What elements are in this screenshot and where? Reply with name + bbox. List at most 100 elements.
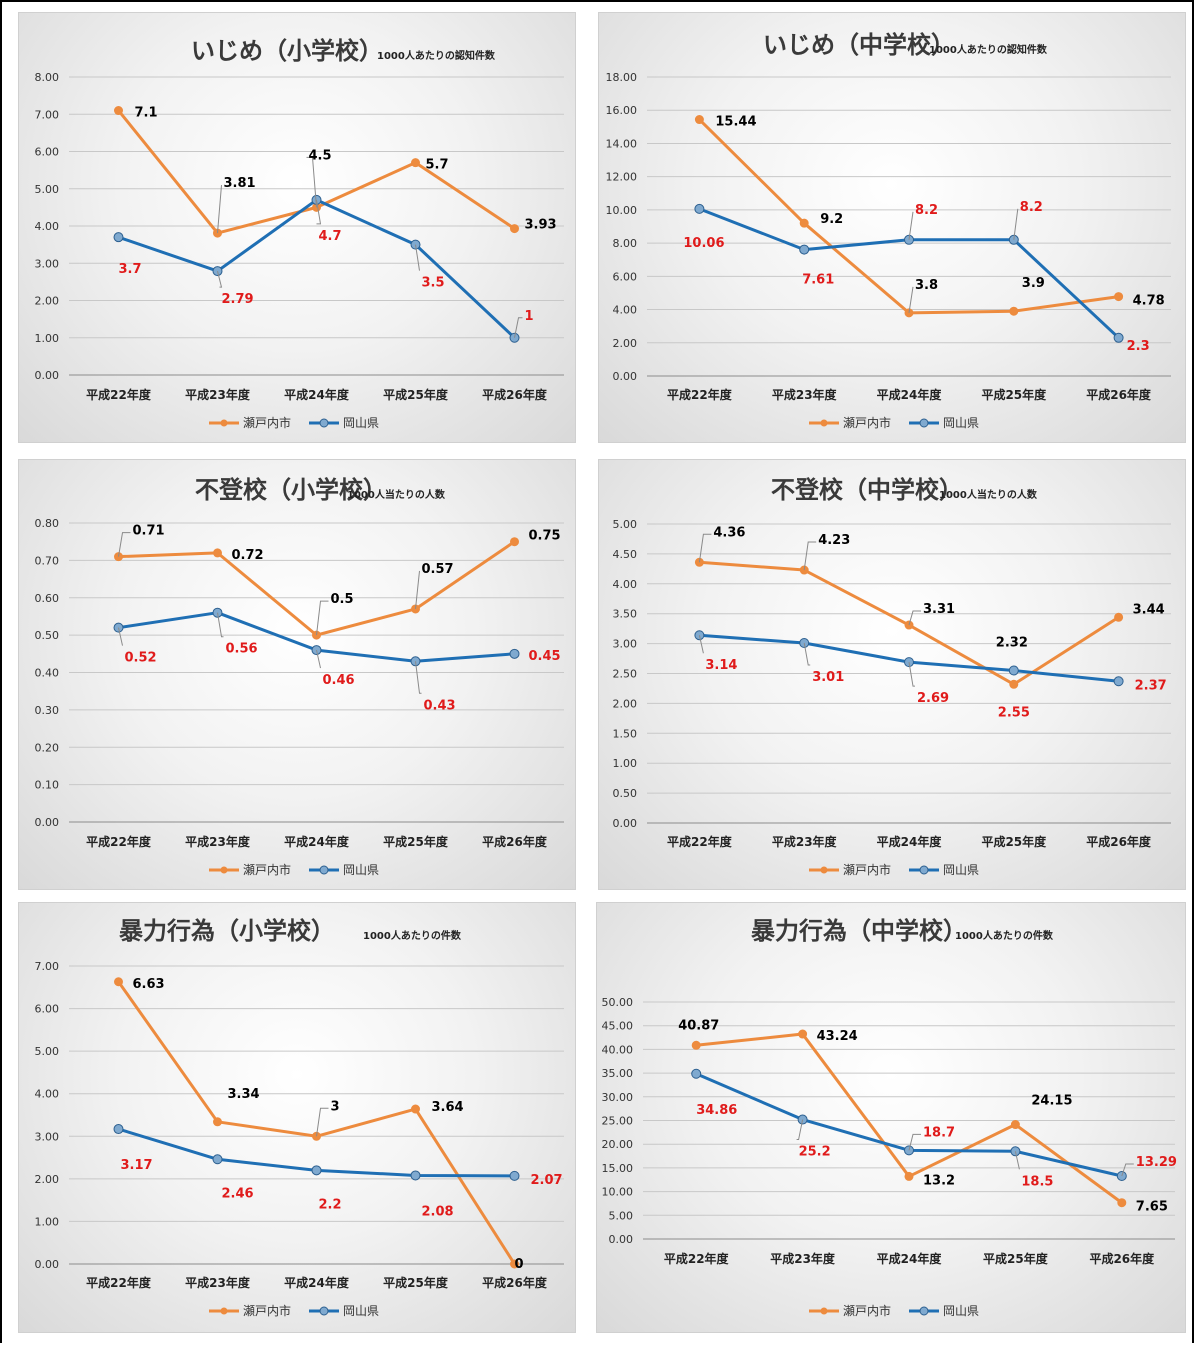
data-point-seto [1114, 292, 1124, 302]
legend-label-seto: 瀬戸内市 [843, 862, 891, 877]
y-tick-label: 3.00 [35, 1130, 60, 1143]
data-label-leader [908, 286, 914, 313]
data-point-seto [1009, 306, 1019, 316]
x-category-label: 平成26年度 [482, 387, 548, 402]
data-label-okayama: 2.07 [531, 1173, 563, 1188]
legend-label-seto: 瀬戸内市 [243, 1303, 291, 1318]
data-point-seto [213, 1117, 222, 1127]
data-label-okayama: 25.2 [799, 1145, 831, 1160]
series-line-okayama [118, 198, 516, 339]
data-label-seto: 3 [331, 1099, 340, 1114]
data-label-okayama: 10.06 [683, 236, 724, 251]
data-point-seto [114, 552, 123, 562]
data-label-okayama: 1 [525, 309, 534, 324]
legend-label-okayama: 岡山県 [343, 416, 379, 430]
data-label-okayama: 3.17 [121, 1158, 153, 1173]
data-label-okayama: 0.45 [529, 649, 561, 664]
x-category-label: 平成26年度 [482, 1275, 548, 1290]
data-label-seto: 13.2 [923, 1173, 955, 1188]
y-tick-label: 5.00 [609, 1209, 634, 1222]
data-point-okayama [410, 656, 421, 667]
y-tick-label: 1.00 [35, 1215, 60, 1228]
legend-marker-okayama [919, 865, 929, 875]
data-label-leader [908, 610, 921, 626]
x-category-label: 平成24年度 [284, 387, 350, 402]
series-line-seto [117, 109, 516, 235]
x-category-label: 平成22年度 [664, 1251, 730, 1266]
y-tick-label: 3.00 [35, 257, 60, 270]
data-point-seto [411, 158, 420, 168]
data-label-okayama: 0.46 [323, 673, 355, 688]
x-category-label: 平成22年度 [667, 834, 733, 849]
data-point-seto [114, 106, 123, 116]
data-label-seto: 0.5 [331, 592, 354, 607]
data-point-seto [798, 1029, 808, 1039]
legend-marker-seto [820, 419, 828, 427]
legend-label-okayama: 岡山県 [943, 863, 979, 877]
data-label-okayama: 2.69 [917, 691, 949, 706]
x-category-label: 平成25年度 [983, 1251, 1049, 1266]
data-label-leader [908, 662, 915, 687]
data-label-okayama: 2.3 [1127, 339, 1150, 354]
x-category-label: 平成23年度 [185, 1275, 251, 1290]
data-label-leader [316, 649, 321, 669]
y-tick-label: 0.10 [35, 779, 60, 792]
legend-marker-seto [820, 866, 828, 874]
data-label-okayama: 3.14 [705, 658, 737, 673]
data-label-okayama: 13.29 [1136, 1155, 1177, 1170]
x-category-label: 平成24年度 [877, 387, 943, 402]
data-label-seto: 0.75 [529, 529, 561, 544]
x-category-label: 平成25年度 [383, 387, 449, 402]
data-point-seto [1009, 679, 1019, 689]
data-point-seto [510, 224, 519, 234]
data-label-seto: 3.9 [1022, 276, 1045, 291]
y-tick-label: 20.00 [602, 1138, 634, 1151]
y-tick-label: 40.00 [602, 1043, 634, 1056]
data-label-leader [698, 533, 712, 563]
y-tick-label: 14.00 [606, 137, 638, 150]
data-label-seto: 7.65 [1136, 1200, 1168, 1215]
legend-marker-okayama [919, 1306, 929, 1316]
x-category-label: 平成23年度 [185, 387, 251, 402]
data-point-seto [312, 1131, 321, 1141]
y-tick-label: 1.50 [613, 727, 638, 740]
y-tick-label: 0.20 [35, 741, 60, 754]
data-point-okayama [799, 244, 810, 255]
y-tick-label: 50.00 [602, 996, 634, 1009]
legend-marker-okayama [919, 418, 929, 428]
data-point-okayama [410, 1170, 421, 1181]
data-point-seto [1010, 1120, 1020, 1130]
y-tick-label: 0.50 [35, 629, 60, 642]
data-label-okayama: 0.43 [424, 698, 456, 713]
y-tick-label: 35.00 [602, 1067, 634, 1080]
legend-marker-okayama [319, 865, 329, 875]
data-label-leader [217, 612, 224, 638]
data-label-leader [1121, 1163, 1134, 1177]
chart-futoko-elementary: 不登校（小学校）1000人当たりの人数 0.00 0.10 0.20 0.30 0.40 0… [35, 476, 564, 877]
chart-subtitle: 1000人あたりの認知件数 [929, 43, 1048, 56]
y-tick-label: 4.00 [613, 578, 638, 591]
y-tick-label: 1.00 [613, 757, 638, 770]
x-category-label: 平成24年度 [877, 1251, 943, 1266]
data-label-okayama: 4.7 [319, 229, 342, 244]
data-label-leader [415, 570, 420, 610]
data-label-leader [217, 185, 222, 234]
data-label-seto: 24.15 [1031, 1094, 1072, 1109]
chart-title: 不登校（小学校） [195, 476, 387, 504]
y-tick-label: 0.00 [35, 369, 60, 382]
y-tick-label: 3.00 [613, 638, 638, 651]
y-tick-label: 4.00 [35, 220, 60, 233]
x-category-label: 平成23年度 [185, 834, 251, 849]
chart-violence-junior-high: 暴力行為（中学校）1000人あたりの件数 0.00 5.00 10.00 15.00 20… [602, 917, 1177, 1318]
y-tick-label: 15.00 [602, 1162, 634, 1175]
data-point-okayama [691, 1068, 702, 1079]
chart-futoko-junior-high: 不登校（中学校）1000人当たりの人数 0.00 0.50 1.00 1.50 2.00 2… [613, 476, 1171, 877]
data-label-seto: 43.24 [817, 1029, 858, 1044]
x-category-label: 平成26年度 [1089, 1251, 1155, 1266]
y-tick-label: 10.00 [606, 204, 638, 217]
data-label-leader [908, 1133, 921, 1151]
data-label-okayama: 8.2 [1020, 200, 1043, 215]
data-label-okayama: 18.7 [923, 1125, 955, 1140]
data-point-okayama [904, 1145, 914, 1156]
